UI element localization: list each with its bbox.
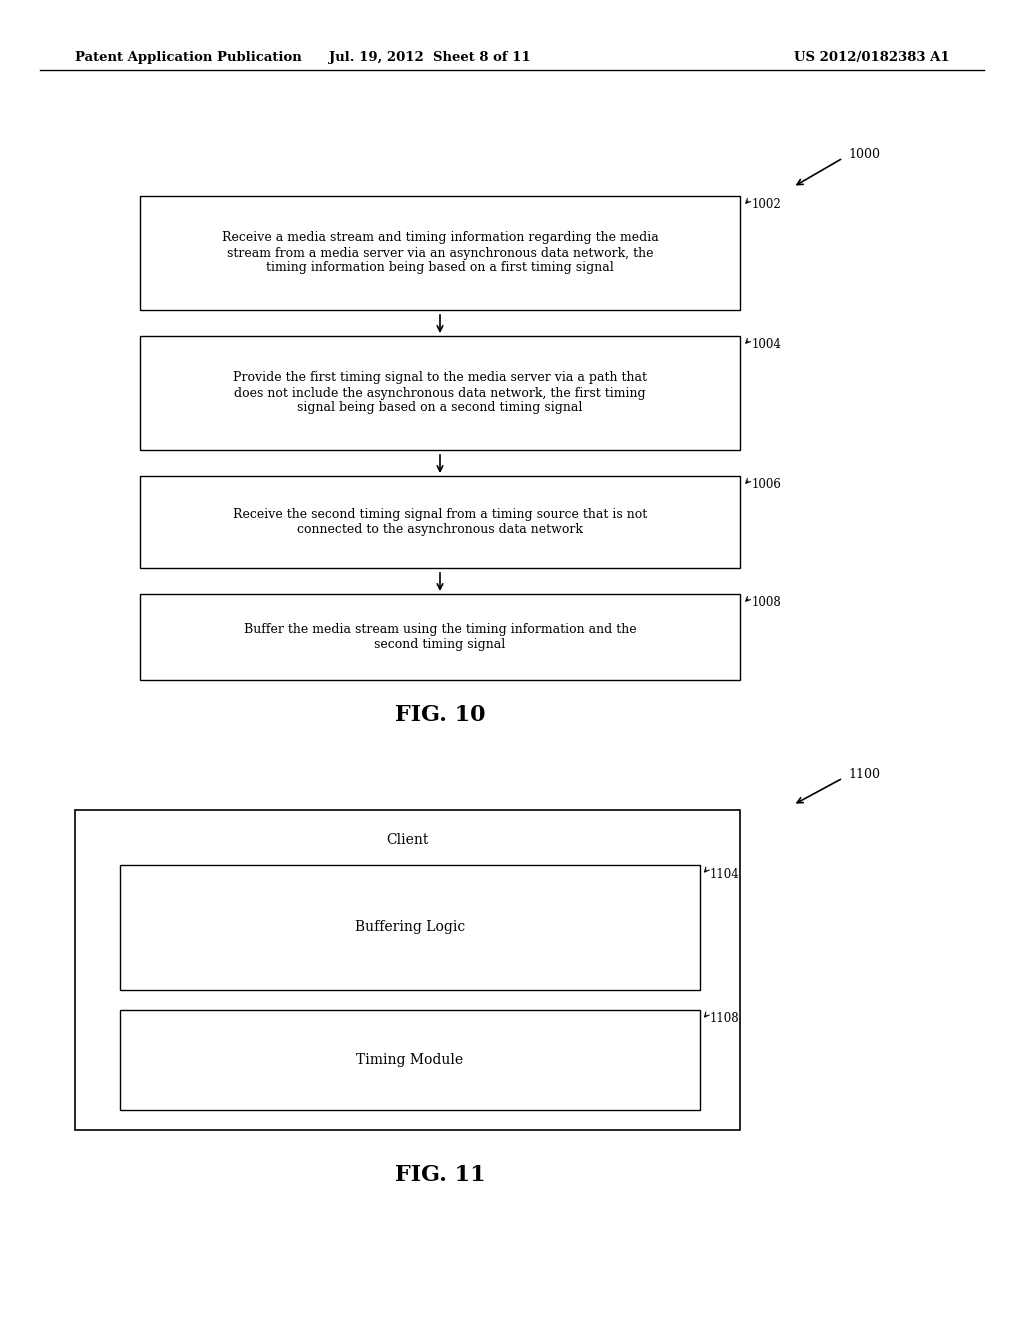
Text: 1006: 1006 bbox=[752, 479, 782, 491]
Text: 1008: 1008 bbox=[752, 597, 781, 610]
Text: 1004: 1004 bbox=[752, 338, 782, 351]
Bar bbox=[75, 810, 740, 1130]
Bar bbox=[140, 337, 740, 450]
Bar bbox=[140, 594, 740, 680]
Text: Buffer the media stream using the timing information and the
second timing signa: Buffer the media stream using the timing… bbox=[244, 623, 636, 651]
Text: US 2012/0182383 A1: US 2012/0182383 A1 bbox=[795, 50, 950, 63]
Text: Patent Application Publication: Patent Application Publication bbox=[75, 50, 302, 63]
Text: Timing Module: Timing Module bbox=[356, 1053, 464, 1067]
Text: FIG. 10: FIG. 10 bbox=[394, 704, 485, 726]
Text: Client: Client bbox=[386, 833, 429, 847]
Bar bbox=[120, 1010, 700, 1110]
Text: 1100: 1100 bbox=[848, 768, 880, 781]
Text: FIG. 11: FIG. 11 bbox=[394, 1164, 485, 1185]
Text: Receive a media stream and timing information regarding the media
stream from a : Receive a media stream and timing inform… bbox=[221, 231, 658, 275]
Text: 1104: 1104 bbox=[710, 867, 739, 880]
Text: Buffering Logic: Buffering Logic bbox=[355, 920, 465, 935]
Bar bbox=[140, 477, 740, 568]
Bar bbox=[140, 195, 740, 310]
Text: 1002: 1002 bbox=[752, 198, 781, 211]
Text: Provide the first timing signal to the media server via a path that
does not inc: Provide the first timing signal to the m… bbox=[233, 371, 647, 414]
Text: Jul. 19, 2012  Sheet 8 of 11: Jul. 19, 2012 Sheet 8 of 11 bbox=[329, 50, 530, 63]
Text: 1108: 1108 bbox=[710, 1012, 739, 1026]
Bar bbox=[120, 865, 700, 990]
Text: 1000: 1000 bbox=[848, 149, 880, 161]
Text: Receive the second timing signal from a timing source that is not
connected to t: Receive the second timing signal from a … bbox=[232, 508, 647, 536]
